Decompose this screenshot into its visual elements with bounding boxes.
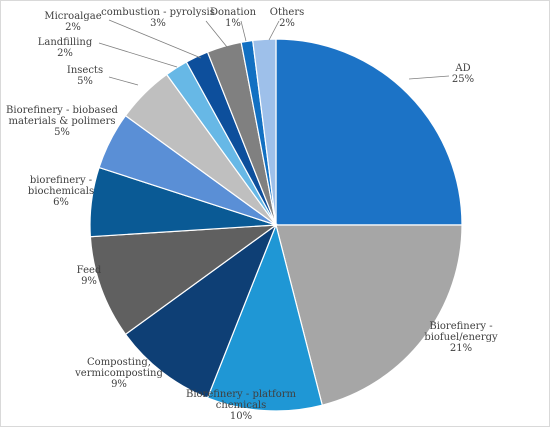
slice-label-microalgae: Microalgae 2% <box>44 11 101 33</box>
slice-name-label: vermicomposting <box>74 368 163 379</box>
slice-label-composting: Composting, vermicomposting 9% <box>74 357 163 390</box>
pie-slice-composting <box>124 223 278 399</box>
pie-slice-others <box>252 38 277 226</box>
slice-percent-label: 3% <box>150 18 166 29</box>
leader-line-landfilling <box>98 42 178 68</box>
slice-name-label: Microalgae <box>44 11 101 22</box>
slice-percent-label: 9% <box>111 379 127 390</box>
leader-line-combustion-pyrolysis <box>205 20 228 48</box>
slice-percent-label: 2% <box>57 48 73 59</box>
leader-line-others <box>268 20 280 41</box>
slice-label-biorefinery: biorefinery -biochemicals 6% <box>28 175 94 208</box>
slice-percent-label: 9% <box>81 276 97 287</box>
slice-name-label: Donation <box>210 7 257 18</box>
pie-slice-biorefinery <box>275 224 463 406</box>
slice-name-label: materials & polimers <box>8 116 115 127</box>
slice-percent-label: 25% <box>452 74 474 85</box>
slice-percent-label: 5% <box>54 127 70 138</box>
slice-label-biorefinery-platform: Biorefinery - platform chemicals 10% <box>186 389 297 422</box>
slice-label-donation: Donation 1% <box>210 7 257 29</box>
pie-slice-feed <box>89 224 279 336</box>
slice-label-landfilling: Landfilling 2% <box>38 37 93 59</box>
leader-line-ad <box>408 75 450 80</box>
slice-label-combustion-pyrolysis: combustion - pyrolysis 3% <box>101 7 215 29</box>
slice-label-biorefinery-biobased: Biorefinery - biobased materials & polime… <box>6 105 118 138</box>
slice-percent-label: 1% <box>225 18 241 29</box>
slice-name-label: Feed <box>77 265 102 276</box>
leader-line-donation <box>240 20 247 42</box>
slice-label-ad: AD 25% <box>452 63 474 85</box>
slice-name-label: biofuel/energy <box>424 332 498 343</box>
slice-label-others: Others 2% <box>270 7 305 29</box>
slice-percent-label: 10% <box>230 411 252 422</box>
slice-name-label: biochemicals <box>28 186 94 197</box>
slice-name-label: Biorefinery - <box>429 321 492 332</box>
slice-name-label: Biorefinery - platform <box>186 389 297 400</box>
slice-name-label: Biorefinery - biobased <box>6 105 118 116</box>
pie-slice-biorefinery-platform <box>206 223 323 412</box>
slice-label-insects: Insects 5% <box>67 65 103 87</box>
slice-percent-label: 2% <box>279 18 295 29</box>
slice-label-feed: Feed 9% <box>77 265 102 287</box>
leader-line-microalgae <box>108 19 202 59</box>
slice-percent-label: 2% <box>65 22 81 33</box>
slice-label-biorefinery: Biorefinery -biofuel/energy 21% <box>424 321 498 354</box>
slices-layer <box>89 38 463 412</box>
leader-line-insects <box>108 76 139 86</box>
labels-layer: AD 25%Biorefinery -biofuel/energy 21%Biore… <box>6 7 498 422</box>
slice-percent-label: 21% <box>450 343 472 354</box>
leader-lines-layer <box>98 19 450 86</box>
slice-name-label: chemicals <box>216 400 267 411</box>
slice-name-label: Landfilling <box>38 37 93 48</box>
slice-percent-label: 5% <box>77 76 93 87</box>
slice-name-label: AD <box>454 63 470 74</box>
slice-name-label: Composting, <box>87 357 151 368</box>
slice-name-label: biorefinery - <box>30 175 92 186</box>
slice-name-label: Others <box>270 7 305 18</box>
slice-percent-label: 6% <box>53 197 69 208</box>
slice-name-label: combustion - pyrolysis <box>101 7 215 18</box>
pie-slice-ad <box>275 38 463 226</box>
slice-name-label: Insects <box>67 65 103 76</box>
